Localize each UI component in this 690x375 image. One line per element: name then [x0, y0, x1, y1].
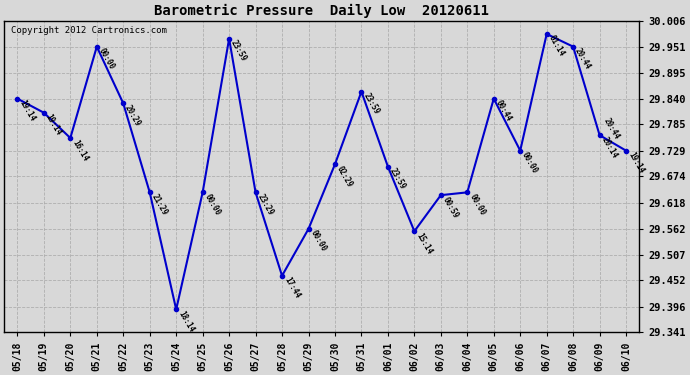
Text: 00:00: 00:00	[520, 151, 540, 175]
Text: 15:14: 15:14	[415, 231, 434, 256]
Text: 19:14: 19:14	[44, 113, 63, 137]
Text: 20:44: 20:44	[573, 46, 593, 71]
Text: 00:44: 00:44	[494, 99, 513, 123]
Text: 00:00: 00:00	[308, 229, 328, 254]
Text: 20:29: 20:29	[124, 104, 143, 128]
Text: Copyright 2012 Cartronics.com: Copyright 2012 Cartronics.com	[10, 26, 166, 34]
Text: 00:00: 00:00	[97, 46, 116, 71]
Text: 23:29: 23:29	[255, 192, 275, 217]
Text: 19:14: 19:14	[626, 151, 645, 175]
Text: 20:14: 20:14	[600, 135, 619, 160]
Text: 02:29: 02:29	[335, 164, 355, 189]
Title: Barometric Pressure  Daily Low  20120611: Barometric Pressure Daily Low 20120611	[155, 4, 489, 18]
Text: 00:00: 00:00	[203, 192, 222, 217]
Text: 17:44: 17:44	[282, 276, 302, 300]
Text: 18:14: 18:14	[176, 309, 195, 334]
Text: 00:59: 00:59	[441, 195, 460, 220]
Text: 01:14: 01:14	[546, 34, 566, 58]
Text: 23:59: 23:59	[388, 166, 407, 191]
Text: 23:59: 23:59	[362, 92, 381, 116]
Text: 19:14: 19:14	[17, 99, 37, 123]
Text: 20:44: 20:44	[602, 117, 621, 141]
Text: 23:59: 23:59	[229, 39, 248, 63]
Text: 00:00: 00:00	[467, 192, 486, 217]
Text: 16:14: 16:14	[70, 138, 90, 162]
Text: 21:29: 21:29	[150, 192, 169, 217]
